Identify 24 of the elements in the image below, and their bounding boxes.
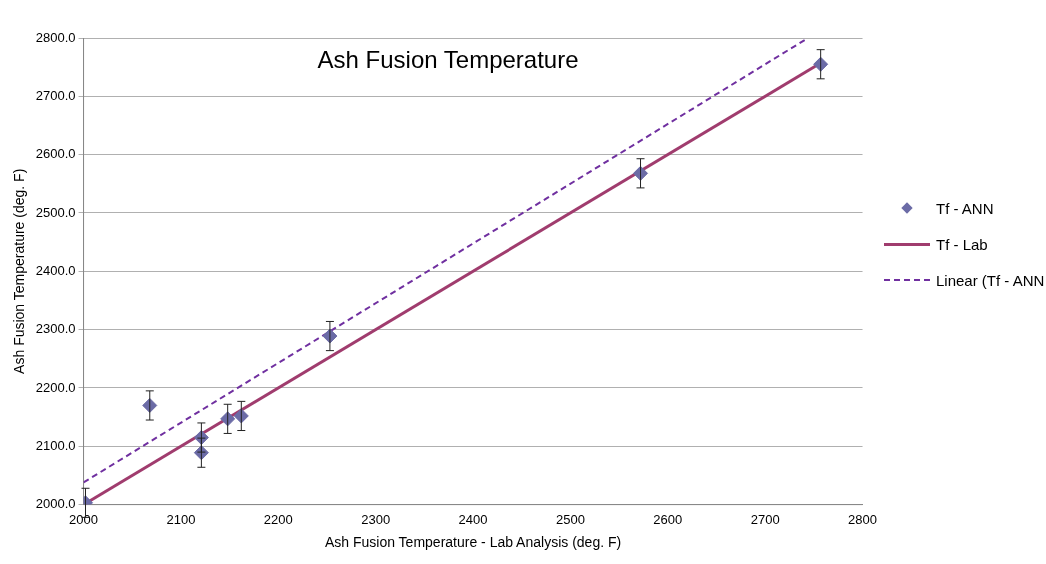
y-axis-title: Ash Fusion Temperature (deg. F): [11, 168, 28, 374]
chart-title: Ash Fusion Temperature: [317, 45, 579, 73]
x-tick-label: 2500: [555, 511, 585, 527]
legend-label: Tf - Lab: [936, 235, 988, 253]
y-tick-label: 2600.0: [35, 146, 76, 162]
x-tick-label: 2000: [69, 511, 99, 527]
y-tick-label: 2400.0: [35, 262, 76, 278]
y-tick-label: 2100.0: [35, 437, 76, 453]
x-tick-label: 2400: [458, 511, 488, 527]
legend-label: Tf - ANN: [936, 199, 994, 217]
y-tick-label: 2300.0: [35, 321, 76, 337]
x-axis-title: Ash Fusion Temperature - Lab Analysis (deg. F): [324, 534, 622, 551]
y-tick-label: 2700.0: [35, 87, 76, 103]
x-tick-label: 2300: [361, 511, 391, 527]
y-tick-label: 2000.0: [35, 496, 76, 512]
y-tick-label: 2200.0: [35, 379, 76, 395]
y-tick-label: 2800.0: [35, 29, 76, 45]
x-tick-label: 2200: [263, 511, 293, 527]
legend-label: Linear (Tf - ANN: [936, 271, 1045, 289]
x-tick-label: 2700: [750, 511, 780, 527]
x-tick-label: 2800: [848, 511, 877, 527]
x-tick-label: 2600: [653, 511, 683, 527]
x-tick-label: 2100: [166, 511, 196, 527]
y-tick-label: 2500.0: [35, 204, 76, 220]
